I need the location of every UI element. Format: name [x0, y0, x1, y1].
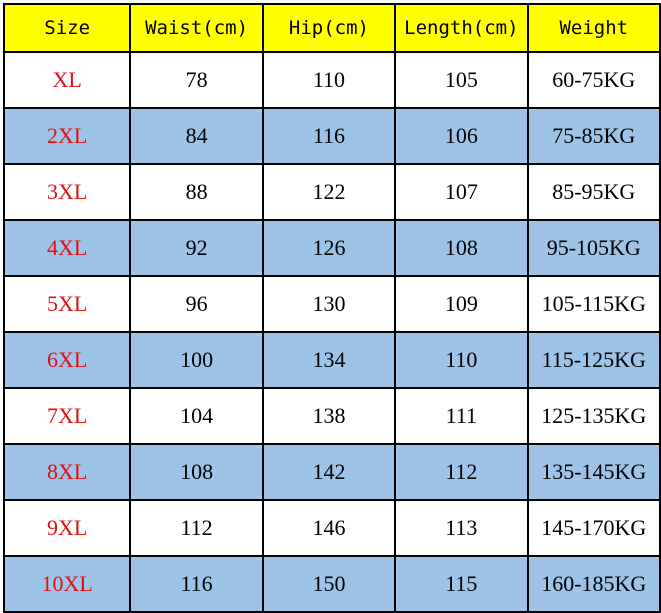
cell-size: 10XL	[2, 555, 132, 613]
table-row: 5XL 96 130 109 105-115KG	[2, 275, 661, 333]
cell-hip: 116	[261, 107, 397, 165]
cell-size: 5XL	[2, 275, 132, 333]
cell-weight: 135-145KG	[526, 443, 661, 501]
cell-size: 9XL	[2, 499, 132, 557]
cell-waist: 104	[129, 387, 264, 445]
cell-weight: 105-115KG	[526, 275, 661, 333]
cell-waist: 100	[129, 331, 264, 389]
cell-waist: 112	[129, 499, 264, 557]
cell-hip: 126	[261, 219, 397, 277]
header-length: Length(cm)	[394, 3, 529, 53]
cell-length: 106	[394, 107, 529, 165]
cell-waist: 78	[129, 51, 264, 109]
table-row: 10XL 116 150 115 160-185KG	[2, 555, 661, 613]
cell-waist: 92	[129, 219, 264, 277]
cell-length: 105	[394, 51, 529, 109]
cell-length: 112	[394, 443, 529, 501]
header-waist: Waist(cm)	[129, 3, 264, 53]
cell-weight: 115-125KG	[526, 331, 661, 389]
table-row: 4XL 92 126 108 95-105KG	[2, 219, 661, 277]
table-row: 7XL 104 138 111 125-135KG	[2, 387, 661, 445]
cell-weight: 60-75KG	[526, 51, 661, 109]
cell-size: 7XL	[2, 387, 132, 445]
cell-length: 113	[394, 499, 529, 557]
header-hip: Hip(cm)	[261, 3, 397, 53]
cell-length: 110	[394, 331, 529, 389]
table-row: 2XL 84 116 106 75-85KG	[2, 107, 661, 165]
table-row: 3XL 88 122 107 85-95KG	[2, 163, 661, 221]
table-row: 8XL 108 142 112 135-145KG	[2, 443, 661, 501]
cell-length: 115	[394, 555, 529, 613]
table-row: 6XL 100 134 110 115-125KG	[2, 331, 661, 389]
cell-waist: 108	[129, 443, 264, 501]
cell-length: 109	[394, 275, 529, 333]
cell-length: 108	[394, 219, 529, 277]
table-row: XL 78 110 105 60-75KG	[2, 51, 661, 109]
header-weight: Weight	[526, 3, 661, 53]
cell-hip: 110	[261, 51, 397, 109]
cell-waist: 88	[129, 163, 264, 221]
header-row: Size Waist(cm) Hip(cm) Length(cm) Weight	[2, 3, 661, 53]
cell-weight: 85-95KG	[526, 163, 661, 221]
cell-waist: 96	[129, 275, 264, 333]
cell-weight: 145-170KG	[526, 499, 661, 557]
cell-length: 111	[394, 387, 529, 445]
cell-hip: 130	[261, 275, 397, 333]
cell-size: 2XL	[2, 107, 132, 165]
cell-waist: 84	[129, 107, 264, 165]
cell-hip: 150	[261, 555, 397, 613]
cell-weight: 160-185KG	[526, 555, 661, 613]
cell-weight: 95-105KG	[526, 219, 661, 277]
cell-hip: 146	[261, 499, 397, 557]
cell-hip: 122	[261, 163, 397, 221]
cell-weight: 75-85KG	[526, 107, 661, 165]
cell-hip: 134	[261, 331, 397, 389]
cell-waist: 116	[129, 555, 264, 613]
cell-size: 4XL	[2, 219, 132, 277]
cell-length: 107	[394, 163, 529, 221]
cell-size: 6XL	[2, 331, 132, 389]
cell-hip: 142	[261, 443, 397, 501]
size-chart-table: Size Waist(cm) Hip(cm) Length(cm) Weight XL 7…	[2, 3, 661, 613]
cell-size: 3XL	[2, 163, 132, 221]
cell-size: XL	[2, 51, 132, 109]
cell-hip: 138	[261, 387, 397, 445]
table-row: 9XL 112 146 113 145-170KG	[2, 499, 661, 557]
cell-weight: 125-135KG	[526, 387, 661, 445]
header-size: Size	[2, 3, 132, 53]
cell-size: 8XL	[2, 443, 132, 501]
